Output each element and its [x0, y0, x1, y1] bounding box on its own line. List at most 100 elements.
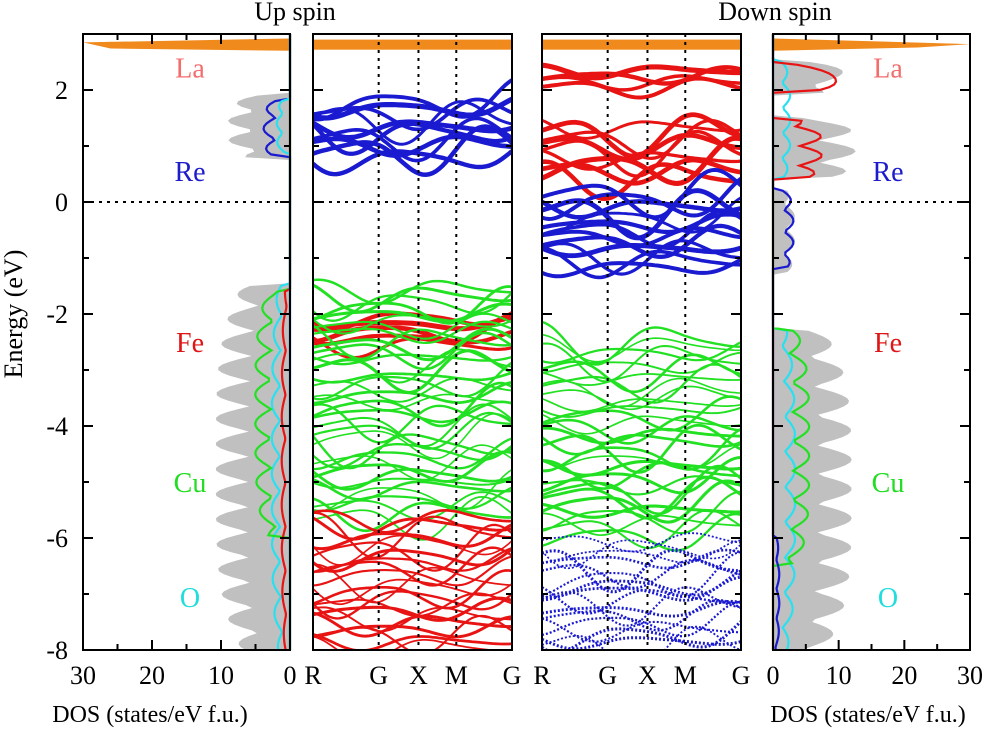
y-tick-label: -6	[46, 524, 68, 553]
down-band-re	[542, 177, 741, 221]
down-band-re	[542, 636, 741, 650]
kpoint-label: X	[409, 661, 428, 690]
down-band-re	[542, 167, 741, 220]
up-band-cu	[313, 412, 512, 460]
panel-frame	[541, 33, 742, 651]
kpoint-label: R	[304, 661, 322, 690]
down-band-la	[542, 39, 741, 50]
up-band-cu	[313, 497, 512, 533]
up-band-fe	[313, 633, 512, 650]
bands-down	[542, 39, 741, 650]
up-band-cu	[313, 468, 512, 513]
down-band-fe	[542, 62, 741, 81]
species-label-re: Re	[872, 157, 903, 188]
y-tick-label: 2	[55, 76, 68, 105]
dos-left-tick-label: 30	[70, 661, 96, 690]
species-label-fe: Fe	[874, 328, 902, 359]
down-band-re	[542, 620, 741, 650]
up-band-cu	[313, 349, 512, 395]
up-band-fe	[313, 511, 512, 559]
up-band-cu	[313, 443, 512, 469]
up-band-cu	[313, 433, 512, 470]
down-band-re	[542, 558, 741, 590]
dos-left-tick-label: 0	[284, 661, 297, 690]
up-band-fe	[313, 592, 512, 617]
up-band-cu	[313, 324, 512, 361]
up-band-re	[313, 119, 512, 140]
up-band-cu	[313, 393, 512, 411]
down-band-cu	[542, 385, 741, 411]
dos-right-tick-label: 20	[891, 661, 917, 690]
guide-layer	[83, 34, 970, 650]
down-band-cu	[542, 395, 741, 432]
species-label-o: O	[180, 583, 200, 614]
title-up-spin: Up spin	[254, 0, 336, 26]
down-band-cu	[542, 479, 741, 524]
kpoint-label: M	[674, 661, 697, 690]
dos-la-down	[773, 38, 970, 51]
up-band-cu	[313, 437, 512, 471]
up-band-fe	[313, 596, 512, 622]
panel-frame	[312, 33, 513, 651]
dos-xlabel-left: DOS (states/eV f.u.)	[52, 702, 248, 728]
up-band-fe	[313, 547, 512, 573]
down-band-re	[542, 586, 741, 627]
kpoint-label: G	[503, 661, 522, 690]
up-band-re	[313, 78, 512, 122]
down-band-cu	[542, 351, 741, 374]
up-band-fe	[313, 534, 512, 566]
kpoint-label: G	[598, 661, 617, 690]
down-band-cu	[542, 456, 741, 495]
down-band-cu	[542, 371, 741, 387]
down-band-re	[542, 625, 741, 650]
down-band-cu	[542, 426, 741, 445]
kpoint-label: G	[732, 661, 751, 690]
down-band-cu	[542, 415, 741, 445]
down-band-re	[542, 550, 741, 598]
species-label-re: Re	[174, 157, 205, 188]
down-band-re	[542, 226, 741, 248]
species-label-cu: Cu	[872, 468, 905, 499]
up-band-cu	[313, 403, 512, 444]
y-tick-label: -8	[46, 636, 68, 665]
up-band-cu	[313, 291, 512, 322]
down-band-cu	[542, 458, 741, 477]
species-label-fe: Fe	[176, 328, 204, 359]
down-band-fe	[542, 112, 741, 159]
band-layer	[313, 39, 741, 650]
up-band-fe	[313, 578, 512, 606]
dos-fill-layer	[83, 34, 970, 650]
dos-xlabel-right: DOS (states/eV f.u.)	[770, 702, 966, 728]
y-tick-label: 0	[55, 188, 68, 217]
down-band-cu	[542, 320, 741, 366]
dos-total-down	[773, 34, 856, 650]
species-label-la: La	[873, 54, 903, 85]
down-band-cu	[542, 433, 741, 456]
up-band-cu	[313, 327, 512, 362]
dos-total-up	[215, 34, 290, 650]
dos-la-up	[83, 38, 290, 51]
y-axis-label: Energy (eV)	[0, 250, 28, 379]
up-band-fe	[313, 635, 498, 650]
up-band-cu	[313, 331, 512, 371]
dos-left-tick-label: 10	[208, 661, 234, 690]
up-band-fe	[313, 555, 512, 587]
kpoint-label: X	[638, 661, 657, 690]
down-band-cu	[542, 443, 741, 472]
up-band-cu	[313, 400, 512, 424]
down-band-cu	[542, 464, 741, 516]
dos-right-tick-label: 0	[767, 661, 780, 690]
dos-o-down	[771, 34, 797, 651]
down-band-cu	[542, 427, 741, 473]
up-band-cu	[313, 478, 512, 501]
up-band-fe	[313, 523, 512, 551]
up-band-cu	[313, 320, 512, 345]
up-band-la	[313, 39, 512, 50]
kpoint-label: G	[369, 661, 388, 690]
down-band-re	[542, 599, 741, 618]
dos-left-tick-label: 20	[139, 661, 165, 690]
down-band-re	[542, 539, 741, 564]
up-band-cu	[313, 302, 512, 324]
